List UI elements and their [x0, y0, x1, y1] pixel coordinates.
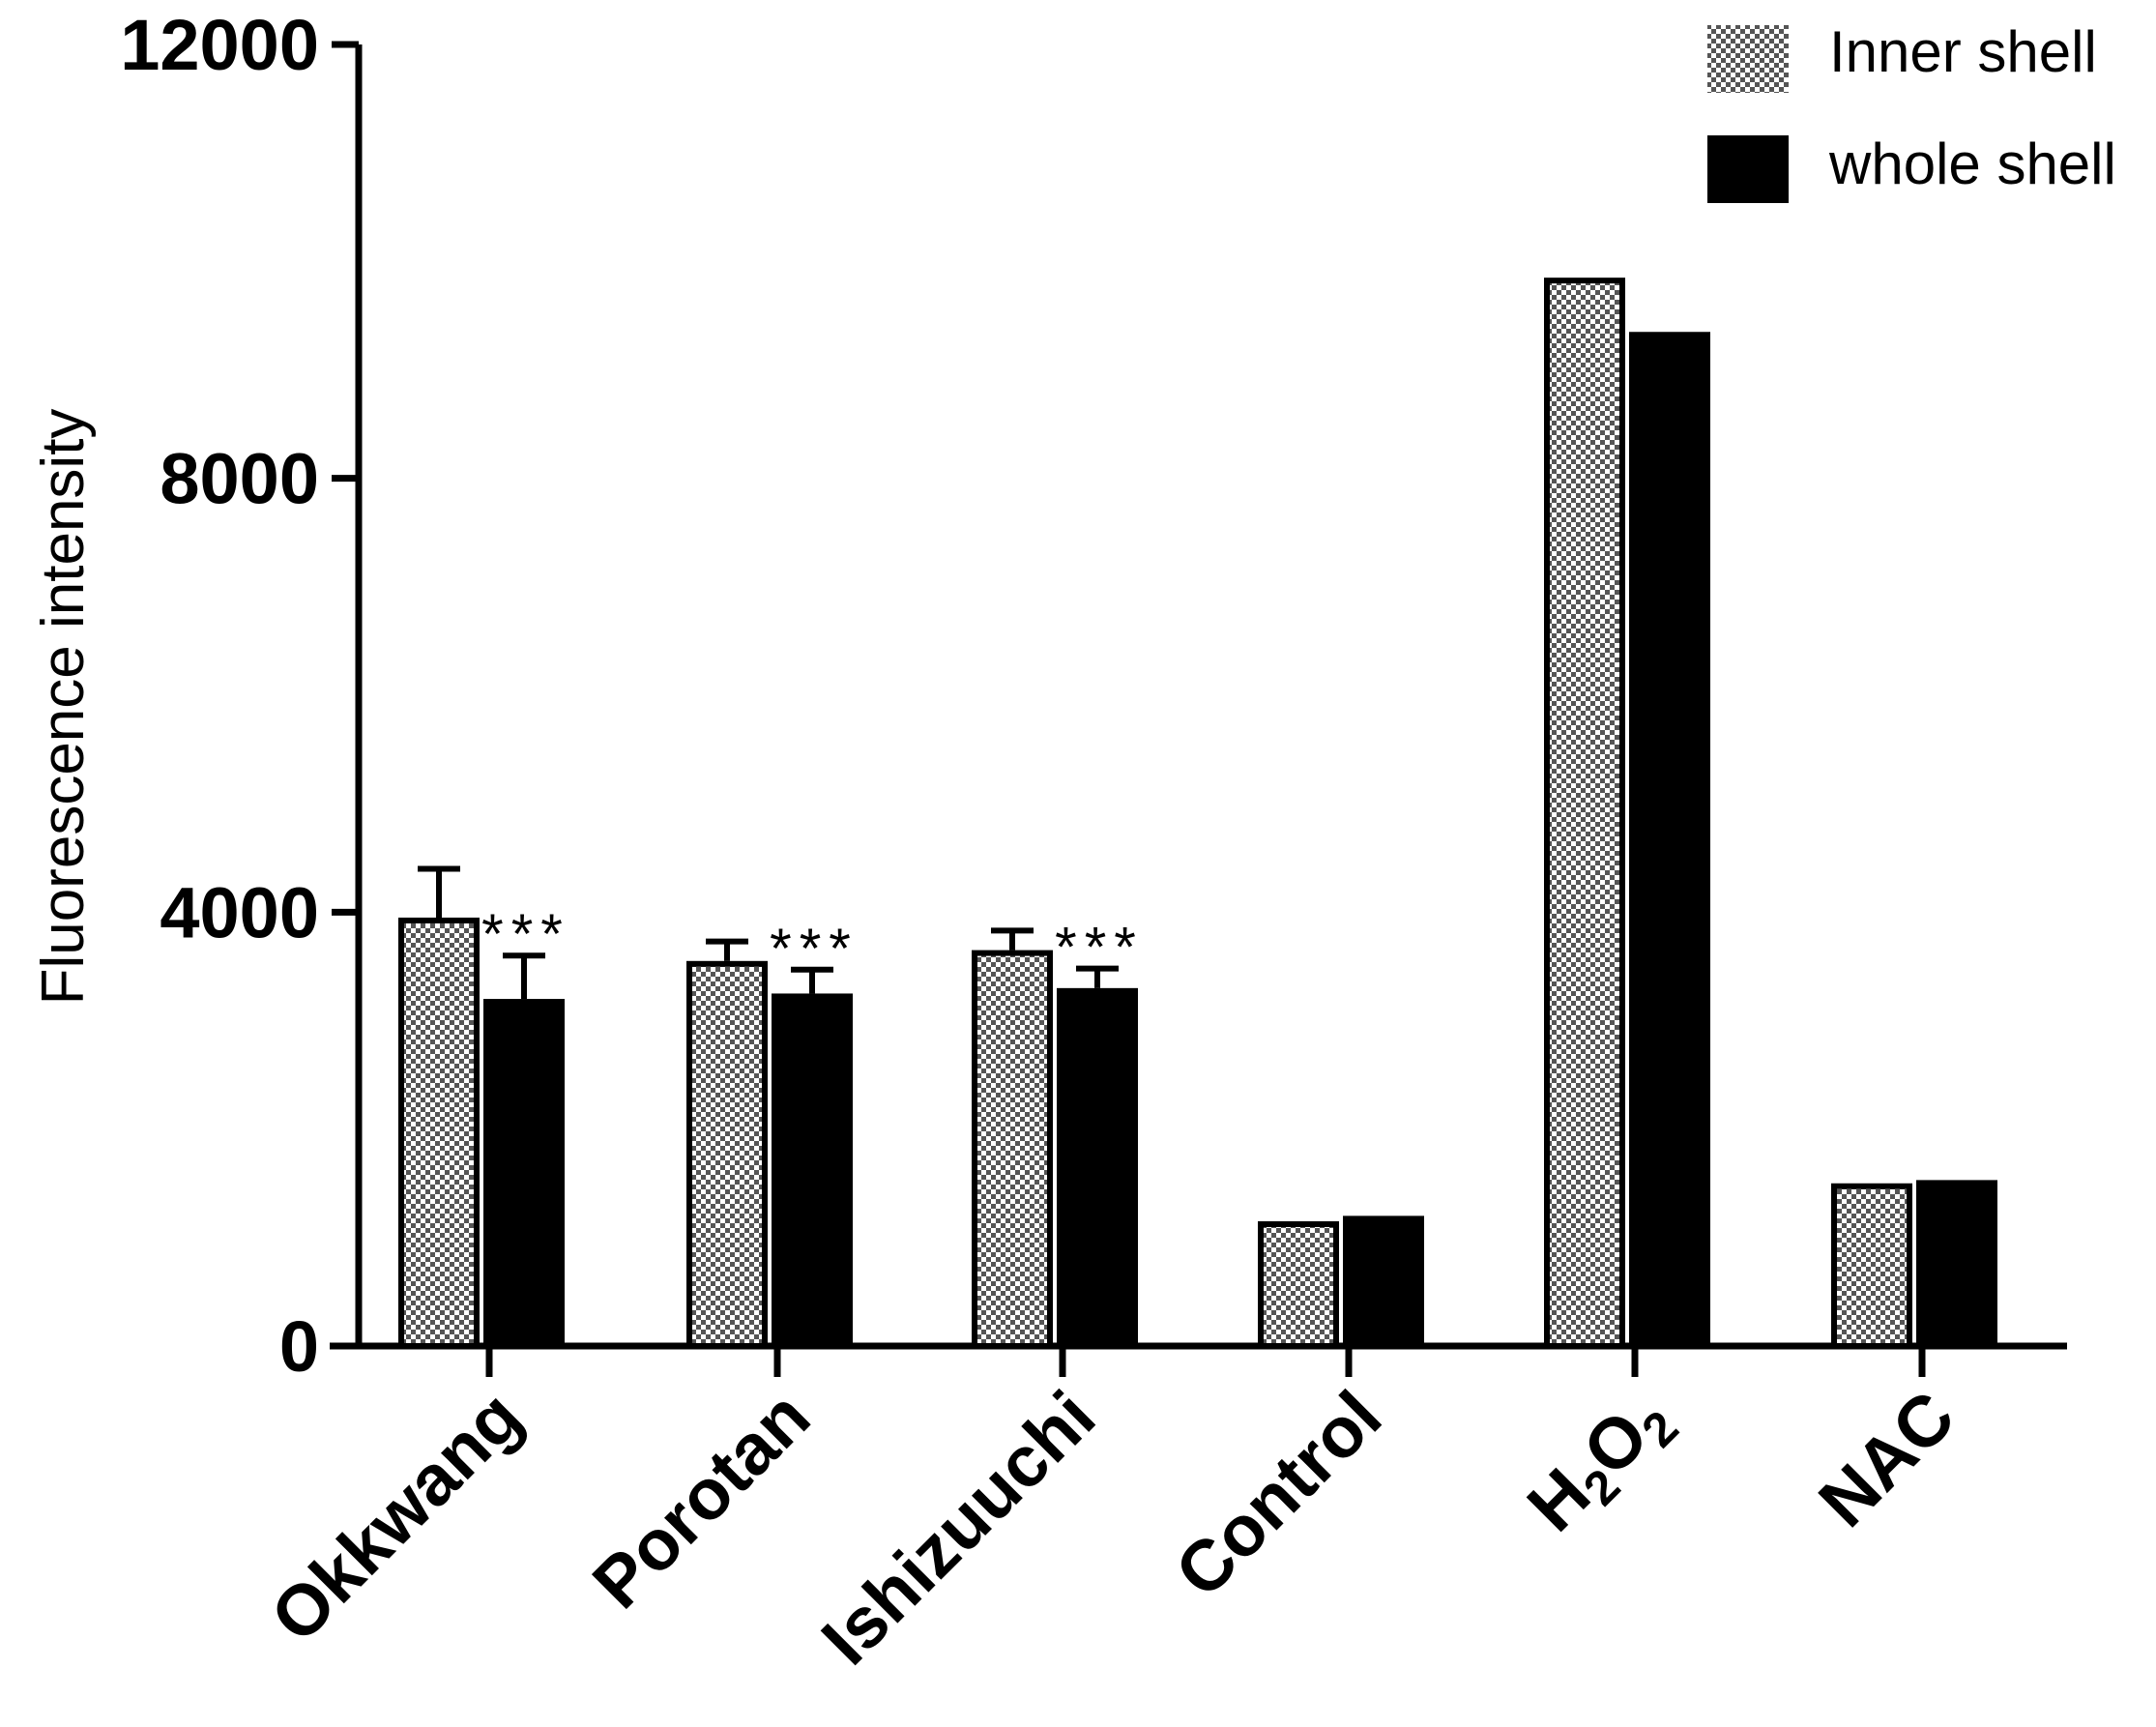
- category-label: Okkwang: [255, 1376, 537, 1657]
- category-label: Ishizuuchi: [806, 1376, 1111, 1681]
- legend: Inner shell whole shell: [1707, 19, 2116, 203]
- category-label: Control: [1160, 1376, 1397, 1613]
- significance-annotations: *** *** ***: [481, 903, 1144, 981]
- bar-porotan-whole-shell: [772, 993, 853, 1346]
- legend-swatch-inner-shell: [1707, 25, 1789, 93]
- y-tick-label: 4000: [160, 872, 319, 952]
- category-label: NAC: [1803, 1376, 1969, 1542]
- bar-porotan-inner-shell: [686, 960, 768, 1350]
- y-axis-title: Fluorescence intensity: [30, 409, 97, 1006]
- legend-swatch-whole-shell: [1707, 135, 1789, 203]
- y-tick-label: 12000: [120, 5, 319, 85]
- legend-label-inner-shell: Inner shell: [1829, 19, 2097, 84]
- y-tick-label: 8000: [160, 439, 319, 519]
- bars: [398, 278, 1997, 1350]
- legend-label-whole-shell: whole shell: [1828, 132, 2116, 196]
- significance-marker: ***: [481, 903, 570, 966]
- bar-h2o2-inner-shell: [1544, 278, 1625, 1349]
- x-ticks: [485, 1346, 1926, 1377]
- bar-nac-inner-shell: [1831, 1183, 1912, 1349]
- significance-marker: ***: [1055, 917, 1144, 980]
- y-tick-label: 0: [279, 1306, 319, 1387]
- category-label: H2O2: [1512, 1376, 1689, 1553]
- significance-marker: ***: [770, 918, 859, 981]
- bar-okkwang-inner-shell: [398, 917, 480, 1349]
- error-bars: [418, 865, 1119, 1000]
- bar-h2o2-whole-shell: [1629, 332, 1710, 1346]
- bar-okkwang-whole-shell: [483, 999, 565, 1346]
- bar-control-whole-shell: [1343, 1215, 1424, 1346]
- category-label: Porotan: [577, 1376, 825, 1624]
- bar-control-inner-shell: [1258, 1221, 1339, 1349]
- bar-ishizuuchi-inner-shell: [972, 950, 1053, 1349]
- bar-nac-whole-shell: [1916, 1180, 1997, 1346]
- bar-ishizuuchi-whole-shell: [1057, 987, 1138, 1346]
- y-ticks: 0 4000 8000 12000: [120, 5, 359, 1387]
